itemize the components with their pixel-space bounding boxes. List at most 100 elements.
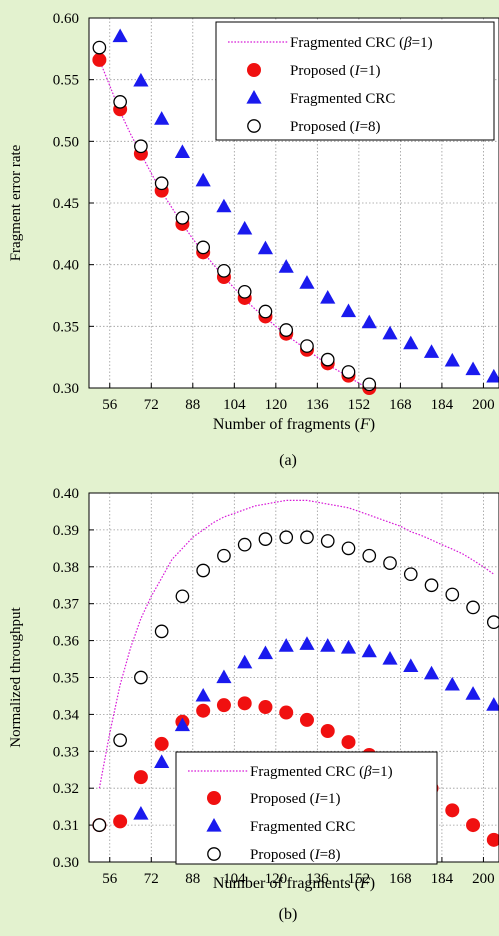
legend-label-symbol: β [363, 764, 372, 780]
data-point-open [217, 548, 231, 563]
data-point-open [92, 40, 107, 55]
y-tick-label: 0.55 [53, 73, 79, 89]
data-point-blue [444, 352, 460, 367]
legend-label-text: Proposed ( [290, 119, 355, 135]
x-tick-label: 184 [431, 871, 454, 887]
data-point-open [258, 304, 273, 319]
legend-label-text: Proposed ( [250, 791, 315, 807]
data-point-blue [216, 198, 232, 213]
y-tick-label: 0.31 [53, 818, 79, 834]
data-point-blue [195, 172, 211, 187]
y-tick-label: 0.33 [53, 744, 79, 760]
legend-label: Proposed (I=8) [290, 119, 381, 135]
data-point-open [300, 530, 314, 545]
x-axis-label-suffix: ) [370, 875, 375, 892]
legend-label-suffix: =1) [372, 764, 393, 780]
data-point-blue [465, 686, 481, 700]
legend-label: Proposed (I=1) [290, 63, 381, 79]
y-axis-label: Fragment error rate [8, 144, 24, 261]
chart-panel-b: 0.30 0.31 0.32 0.33 0.34 0.35 0.36 0.37 0.38 0.39… [8, 486, 499, 923]
data-point-red [258, 700, 273, 715]
data-point-red [133, 770, 148, 785]
legend-marker-open [207, 847, 221, 861]
x-tick-label: 200 [472, 871, 495, 887]
data-point-open [237, 537, 252, 552]
legend-label-suffix: =1) [360, 63, 381, 79]
series-blue [112, 28, 499, 383]
data-point-blue [174, 717, 191, 732]
data-point-blue [299, 275, 315, 289]
data-point-open [466, 600, 480, 615]
data-point-open [134, 670, 148, 685]
y-tick-label: 0.39 [53, 523, 79, 539]
chart-panel-a: 0.30 0.35 0.40 0.45 0.50 0.55 0.60 56 72 88 104 120… [8, 11, 499, 469]
data-point-blue [195, 687, 211, 702]
y-tick-label: 0.36 [53, 634, 80, 650]
data-point-open [279, 323, 294, 337]
legend-label-symbol: I [354, 119, 361, 135]
x-tick-label: 136 [306, 397, 329, 413]
data-point-blue [278, 638, 294, 652]
data-point-open [424, 578, 439, 593]
data-point-red [466, 818, 481, 833]
data-point-open [362, 377, 377, 392]
data-point-blue [154, 111, 170, 125]
data-point-open [154, 176, 169, 191]
data-point-blue [278, 259, 294, 273]
legend-marker-red [247, 63, 261, 77]
data-point-blue [444, 676, 460, 691]
y-tick-label: 0.40 [53, 258, 79, 274]
data-point-blue [403, 335, 419, 350]
y-tick-label: 0.30 [53, 855, 79, 871]
data-point-blue [382, 325, 398, 340]
data-point-blue [216, 669, 232, 684]
x-axis-label-symbol: F [359, 875, 370, 892]
legend-box [175, 751, 438, 865]
y-tick-label: 0.32 [53, 781, 79, 797]
legend-label-text: Fragmented CRC ( [250, 764, 364, 780]
x-tick-label: 120 [265, 871, 288, 887]
legend-box [215, 21, 495, 141]
legend-label-symbol: I [314, 847, 321, 863]
x-tick-label: 56 [102, 397, 118, 413]
legend-label-text: Proposed ( [250, 847, 315, 863]
series-dotted [98, 59, 370, 390]
data-point-blue [133, 72, 149, 87]
data-point-open [196, 563, 211, 578]
data-point-red [154, 736, 169, 751]
x-tick-label: 168 [389, 397, 412, 413]
x-tick-label: 88 [185, 871, 200, 887]
y-tick-label: 0.35 [53, 319, 79, 335]
data-point-open [113, 733, 127, 748]
data-point-blue [340, 639, 357, 654]
data-point-red [445, 803, 460, 818]
x-axis-label-text: Number of fragments ( [213, 875, 360, 892]
legend-label-suffix: =1) [320, 791, 341, 807]
data-point-red [113, 814, 128, 829]
legend-label-text: Proposed ( [290, 63, 355, 79]
y-tick-label: 0.37 [53, 597, 80, 613]
data-point-blue [257, 645, 274, 660]
legend-label-symbol: I [354, 63, 361, 79]
data-point-blue [320, 638, 336, 652]
data-point-open [154, 624, 169, 639]
data-point-blue [423, 344, 440, 358]
legend-label-suffix: =8) [360, 119, 381, 135]
data-point-open [486, 615, 499, 629]
data-point-open [279, 530, 294, 545]
data-point-open [320, 534, 335, 548]
legend-label-suffix: =8) [320, 847, 341, 863]
data-point-blue [133, 806, 149, 820]
data-point-blue [237, 220, 253, 235]
legend-label: Fragmented CRC (β=1) [250, 764, 393, 780]
x-tick-label: 72 [144, 871, 159, 887]
legend-label-symbol: I [314, 791, 321, 807]
plot-frame [88, 17, 499, 389]
panel-caption: (a) [279, 452, 297, 469]
x-tick-label: 184 [431, 397, 454, 413]
data-point-red [279, 705, 294, 720]
y-tick-label: 0.30 [53, 381, 79, 397]
data-point-open [134, 139, 148, 154]
